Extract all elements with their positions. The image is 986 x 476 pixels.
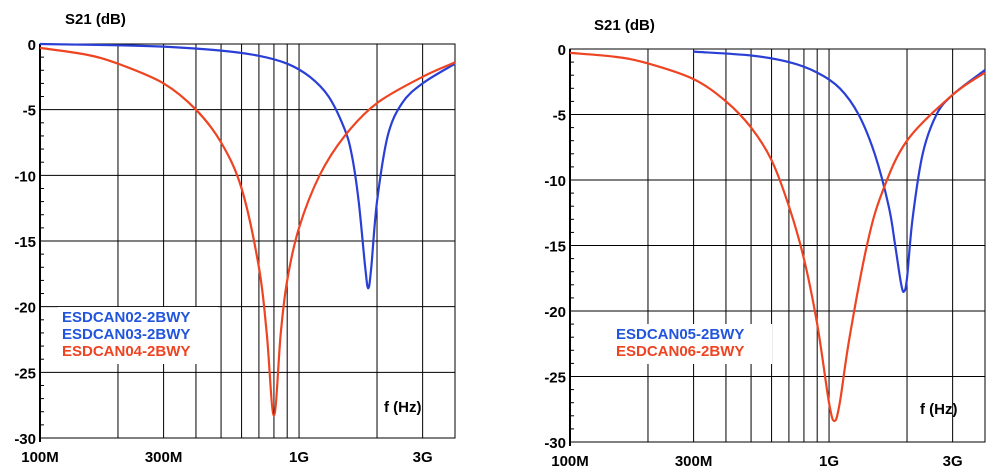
legend-entry: ESDCAN02-2BWY [62, 309, 190, 326]
chart-esdcan02-04: 100M 300M 1G 3G 0 -5 -10 -15 -20 -25 -30 S21 (dB) f … [14, 11, 456, 466]
x-tick-label: 300M [145, 449, 183, 466]
y-tick-label: -20 [544, 304, 566, 321]
y-tick-label: -25 [544, 370, 566, 387]
x-tick-label: 1G [819, 453, 839, 470]
y-tick-label: -5 [553, 108, 566, 125]
x-tick-label: 100M [21, 449, 59, 466]
y-tick-label: -30 [544, 435, 566, 452]
y-tick-label: -20 [14, 300, 36, 317]
x-tick-label: 3G [413, 449, 433, 466]
legend-entry: ESDCAN05-2BWY [616, 326, 744, 343]
x-tick-label: 3G [943, 453, 963, 470]
y-axis-label: S21 (dB) [594, 17, 655, 34]
x-tick-label: 300M [675, 453, 713, 470]
y-tick-label: -15 [14, 234, 36, 251]
legend-entry: ESDCAN03-2BWY [62, 326, 190, 343]
y-tick-label: -15 [544, 239, 566, 256]
x-axis-label: f (Hz) [920, 401, 958, 418]
legend-box [612, 324, 772, 364]
y-tick-label: -30 [14, 431, 36, 448]
x-tick-label: 100M [551, 453, 589, 470]
series-line-blue [39, 42, 456, 290]
y-tick-label: -25 [14, 365, 36, 382]
y-tick-label: 0 [558, 42, 566, 59]
y-axis-label: S21 (dB) [65, 11, 126, 28]
y-tick-label: 0 [28, 37, 36, 54]
legend-entry: ESDCAN04-2BWY [62, 343, 190, 360]
x-tick-label: 1G [289, 449, 309, 466]
series-line-red [569, 51, 986, 423]
y-tick-label: -10 [544, 173, 566, 190]
legend-entry: ESDCAN06-2BWY [616, 343, 744, 360]
y-tick-label: -5 [23, 103, 36, 120]
legend-box [58, 307, 218, 364]
x-axis-label: f (Hz) [384, 399, 422, 416]
y-tick-label: -10 [14, 168, 36, 185]
series-line-blue [693, 50, 986, 293]
series-line-red [39, 46, 456, 417]
chart-esdcan05-06: 100M 300M 1G 3G 0 -5 -10 -15 -20 -25 -30 S21 (dB) f … [544, 17, 986, 470]
